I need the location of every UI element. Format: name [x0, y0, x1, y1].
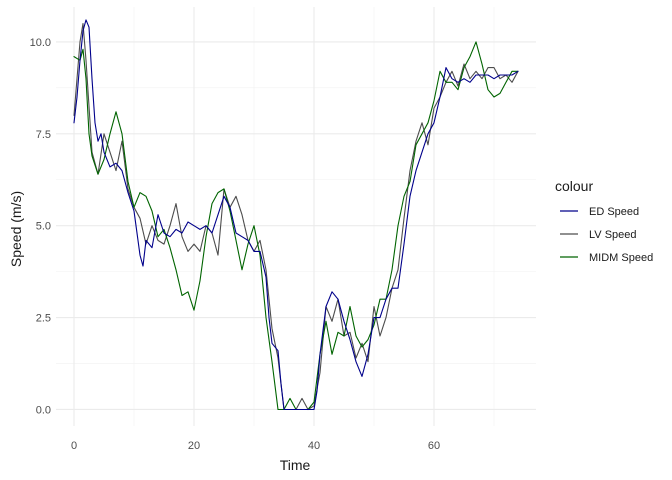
- series-line-ed-speed: [73, 19, 519, 411]
- y-axis-title: Speed (m/s): [8, 191, 24, 267]
- x-tick-label: 40: [308, 440, 320, 452]
- x-tick-label: 60: [428, 440, 440, 452]
- legend: colour ED Speed LV Speed MIDM Speed: [555, 178, 653, 264]
- minor-gridlines: [56, 7, 536, 426]
- x-axis-title: Time: [280, 457, 311, 473]
- x-tick-label: 0: [71, 440, 77, 452]
- x-tick-label: 20: [188, 440, 200, 452]
- legend-label-lv-speed: LV Speed: [589, 229, 637, 241]
- y-tick-label: 5.0: [36, 221, 51, 233]
- legend-label-midm-speed: MIDM Speed: [589, 252, 653, 264]
- series-line-midm-speed: [73, 41, 519, 411]
- y-tick-label: 7.5: [36, 129, 51, 141]
- x-axis-ticks: 0 20 40 60: [71, 440, 440, 452]
- y-axis-ticks: 0.0 2.5 5.0 7.5 10.0: [30, 37, 51, 417]
- y-tick-label: 2.5: [36, 313, 51, 325]
- legend-title: colour: [555, 178, 593, 194]
- series-layer: [73, 19, 519, 411]
- legend-label-ed-speed: ED Speed: [589, 206, 639, 218]
- y-tick-label: 0.0: [36, 404, 51, 416]
- y-tick-label: 10.0: [30, 37, 51, 49]
